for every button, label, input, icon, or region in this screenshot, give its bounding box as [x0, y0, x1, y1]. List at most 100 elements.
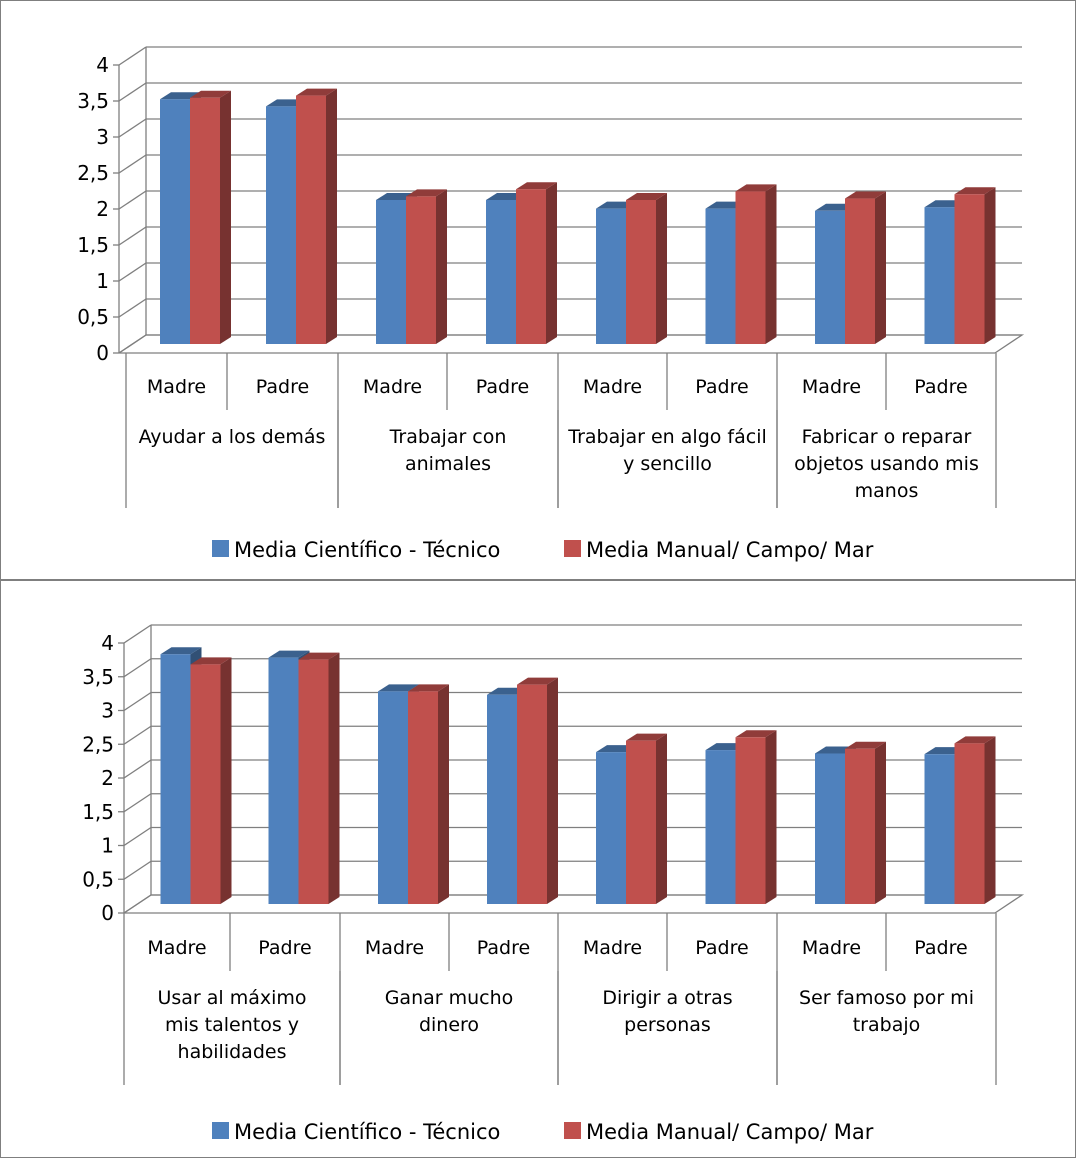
group-label: trabajo — [853, 1014, 921, 1036]
bar — [296, 88, 337, 344]
category-label: Madre — [365, 937, 424, 959]
y-tick-label: 0 — [101, 901, 114, 925]
y-tick-label: 3 — [101, 699, 114, 723]
group-label: objetos usando mis — [794, 453, 979, 475]
legend-swatch — [564, 540, 581, 557]
bar-side — [875, 741, 886, 904]
side-wall-line — [123, 658, 152, 678]
bar-side — [326, 88, 337, 344]
side-wall-line — [123, 725, 152, 745]
category-label: Padre — [477, 937, 530, 959]
legend-label: Media Científico - Técnico — [234, 538, 500, 562]
y-tick-label: 3,5 — [77, 89, 109, 113]
bar-side — [220, 657, 232, 904]
bar — [735, 184, 777, 344]
legend: Media Científico - Técnico Media Manual/ … — [212, 1120, 874, 1144]
legend-item: Media Científico - Técnico — [212, 1120, 500, 1144]
bar-top — [190, 90, 231, 98]
y-tick-label: 2,5 — [77, 161, 109, 185]
bar-side — [656, 733, 667, 904]
bar — [298, 652, 340, 904]
bar — [845, 741, 886, 904]
y-tick-label: 3,5 — [82, 665, 114, 689]
side-wall-line — [118, 82, 147, 102]
bar-front — [487, 694, 517, 904]
bar-front — [924, 754, 955, 904]
category-label: Madre — [802, 376, 861, 398]
category-label: Madre — [583, 376, 642, 398]
side-wall-line — [123, 826, 152, 847]
bar-top — [298, 652, 340, 660]
legend-swatch — [212, 1122, 229, 1139]
category-label: Padre — [914, 376, 967, 398]
bar — [190, 90, 231, 344]
y-tick-label: 4 — [96, 53, 109, 77]
bar-side — [438, 684, 449, 904]
bar-top — [160, 647, 202, 655]
group-label: dinero — [419, 1014, 479, 1036]
y-tick-label: 1,5 — [82, 800, 114, 824]
bar-top — [735, 730, 777, 738]
group-label: mis talentos y — [165, 1014, 299, 1036]
bar-top — [954, 736, 996, 744]
group-label: Usar al máximo — [157, 987, 306, 1009]
category-label: Madre — [583, 937, 642, 959]
bar-front — [516, 189, 546, 344]
bar-top — [378, 684, 419, 692]
bar-side — [328, 652, 340, 904]
legend-swatch — [212, 540, 229, 557]
group-label: Dirigir a otras — [602, 987, 732, 1009]
bar-front — [626, 200, 656, 344]
legend-item: Media Manual/ Campo/ Mar — [564, 538, 874, 562]
bar-top — [190, 657, 232, 665]
side-wall-line — [118, 118, 147, 138]
side-wall-line — [118, 154, 147, 174]
category-label: Padre — [258, 937, 311, 959]
bar-side — [765, 184, 777, 344]
y-tick-label: 2 — [101, 766, 114, 790]
floor-outline — [123, 894, 1025, 914]
bar — [954, 736, 996, 904]
bar-top — [626, 733, 667, 741]
bar-front — [486, 200, 516, 344]
legend-item: Media Científico - Técnico — [212, 538, 500, 562]
bar-front — [815, 753, 845, 904]
bar-front — [160, 99, 190, 344]
bar-front — [954, 743, 985, 904]
bar-top — [954, 187, 996, 195]
y-tick-label: 1 — [96, 269, 109, 293]
legend-label: Media Científico - Técnico — [234, 1120, 500, 1144]
legend-label: Media Manual/ Campo/ Mar — [586, 538, 874, 562]
bar — [954, 187, 996, 344]
bar-front — [298, 659, 329, 904]
bar-top — [268, 650, 310, 658]
category-label: Padre — [695, 937, 748, 959]
side-wall-line — [118, 262, 147, 282]
bar-front — [705, 750, 736, 904]
bar-front — [596, 208, 626, 344]
bar-top — [408, 684, 449, 692]
side-wall-line — [118, 226, 147, 246]
bar-front — [266, 106, 296, 345]
y-tick-label: 2,5 — [82, 732, 114, 756]
group-label: Ayudar a los demás — [139, 426, 326, 448]
bar-side — [656, 193, 667, 344]
chart-area: 0 0,5 1 1,5 2 2,5 3 3,5 4 Madre Padre Madre Padre Mad… — [0, 580, 1076, 1158]
bar-front — [845, 198, 875, 344]
category-label: Madre — [363, 376, 422, 398]
bar-front — [735, 737, 766, 904]
bar-top — [516, 182, 557, 190]
bar — [516, 182, 557, 344]
bar-top — [626, 193, 667, 200]
bar — [406, 189, 447, 344]
y-tick-label: 2 — [96, 197, 109, 221]
side-wall-line — [123, 793, 152, 813]
bar-side — [436, 189, 447, 344]
bar — [845, 191, 886, 344]
bar-front — [160, 654, 191, 904]
y-tick-label: 0 — [96, 341, 109, 365]
bar — [735, 730, 777, 904]
bar-top — [845, 191, 886, 199]
category-label: Madre — [147, 376, 206, 398]
side-wall-line — [123, 759, 152, 779]
